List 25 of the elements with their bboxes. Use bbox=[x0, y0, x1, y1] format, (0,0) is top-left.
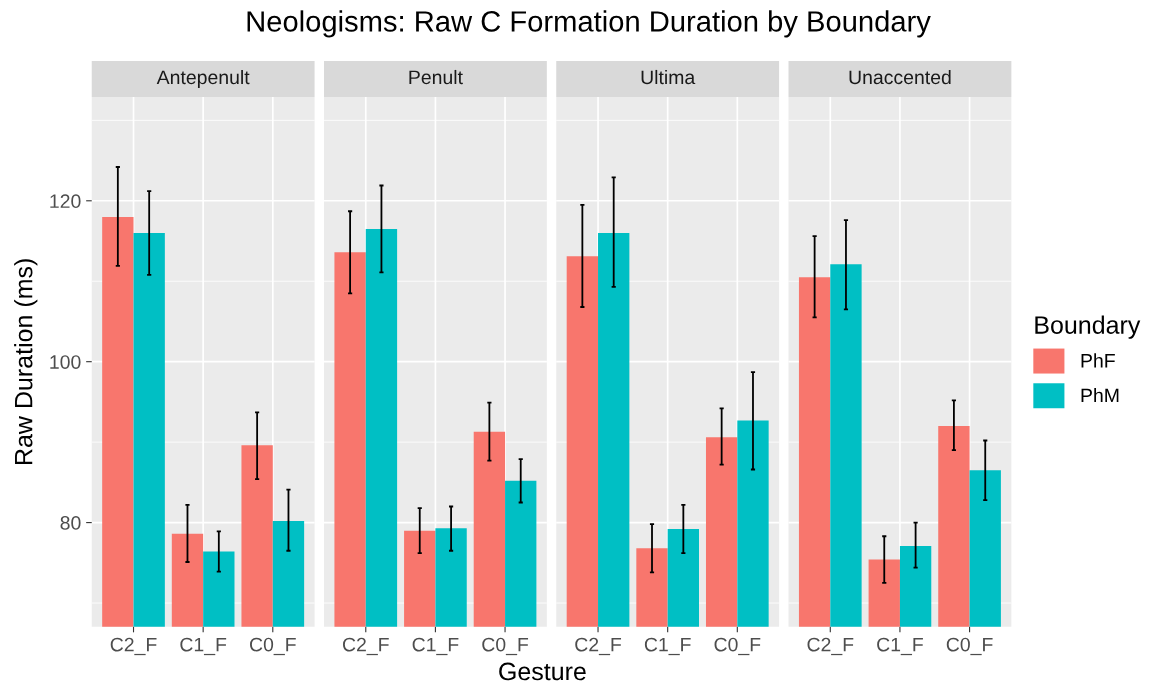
x-axis-title: Gesture bbox=[499, 662, 586, 681]
y-axis-title: Raw Duration (ms) bbox=[14, 259, 38, 465]
legend-title: Boundary bbox=[1035, 315, 1141, 339]
legend-label: PhF bbox=[1081, 353, 1115, 368]
y-tick-label: 100 bbox=[50, 355, 81, 369]
legend-label: PhM bbox=[1081, 388, 1119, 403]
chart-subtitle: Unaccented bbox=[849, 69, 951, 85]
x-tick-label: C1_F bbox=[644, 637, 691, 656]
chart-subtitle: Penult bbox=[409, 69, 463, 85]
x-tick-label: C1_F bbox=[877, 637, 923, 656]
chart-subtitle: Ultima bbox=[641, 69, 696, 85]
x-tick-label: C1_F bbox=[412, 637, 459, 656]
x-tick-label: C0_F bbox=[250, 637, 296, 656]
x-tick-label: C1_F bbox=[180, 637, 227, 656]
y-tick-label: 80 bbox=[60, 516, 81, 530]
x-tick-label: C2_F bbox=[110, 637, 157, 656]
chart-subtitle: Antepenult bbox=[156, 69, 250, 89]
x-tick-label: C0_F bbox=[714, 637, 761, 656]
x-tick-label: C2_F bbox=[807, 637, 854, 656]
text: Neologisms: Raw C Formation Duration by Boundary bbox=[247, 10, 931, 38]
x-tick-label: C2_F bbox=[342, 637, 389, 656]
x-tick-label: C2_F bbox=[575, 637, 622, 656]
y-tick-label: 120 bbox=[50, 194, 81, 209]
x-tick-label: C0_F bbox=[946, 637, 993, 656]
x-tick-label: C0_F bbox=[482, 637, 529, 656]
